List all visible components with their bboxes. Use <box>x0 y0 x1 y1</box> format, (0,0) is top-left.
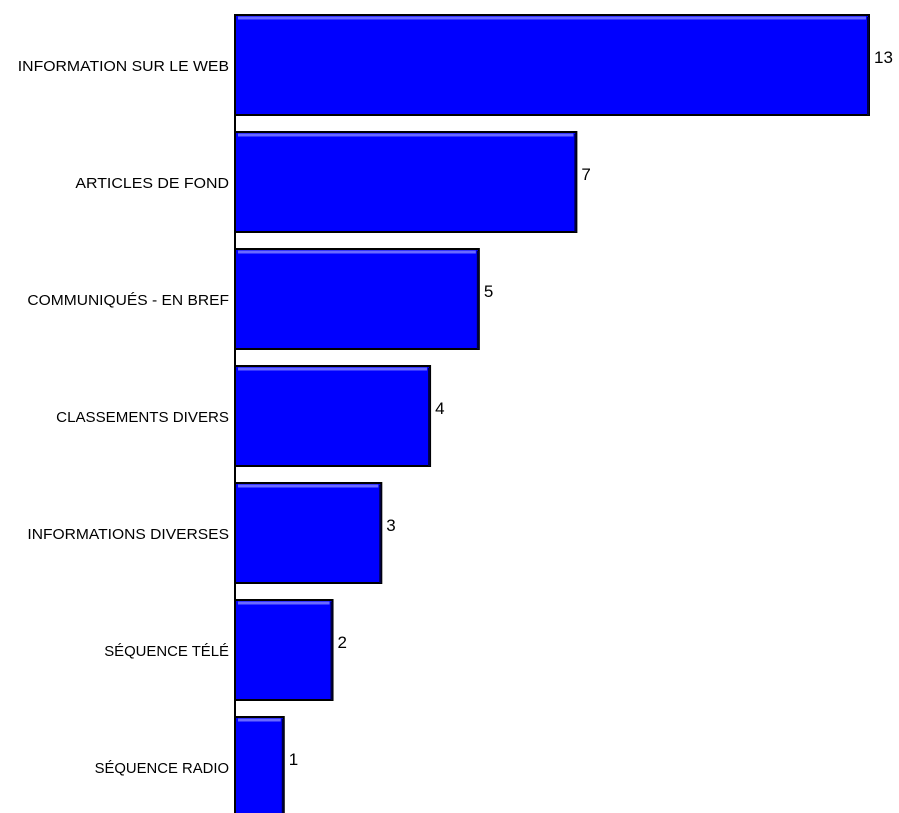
value-label-communiques-en-bref: 5 <box>484 282 493 301</box>
value-label-sequence-tele: 2 <box>338 633 347 652</box>
bar-communiques-en-bref <box>234 248 480 350</box>
category-label-communiques-en-bref: COMMUNIQUÉS - EN BREF <box>27 292 229 309</box>
category-label-classements-divers: CLASSEMENTS DIVERS <box>56 409 229 426</box>
value-label-articles-de-fond: 7 <box>581 165 590 184</box>
value-label-informations-diverses: 3 <box>386 516 395 535</box>
bar-informations-diverses <box>234 482 383 584</box>
bar-rect-informations-diverses <box>234 482 383 584</box>
category-labels-layer: INFORMATION SUR LE WEB ARTICLES DE FOND CO… <box>18 58 229 777</box>
value-labels-layer: 13 7 5 4 3 2 1 <box>289 48 893 769</box>
value-label-information-sur-le-web: 13 <box>874 48 893 67</box>
category-label-information-sur-le-web: INFORMATION SUR LE WEB <box>18 58 229 75</box>
value-label-classements-divers: 4 <box>435 399 444 418</box>
bar-rect-articles-de-fond <box>234 131 578 233</box>
bar-rect-sequence-radio <box>234 716 285 813</box>
bar-rect-classements-divers <box>234 365 432 467</box>
category-label-sequence-radio: SÉQUENCE RADIO <box>95 760 229 777</box>
category-label-informations-diverses: INFORMATIONS DIVERSES <box>27 526 229 543</box>
bar-rect-sequence-tele <box>234 599 334 701</box>
bar-rect-communiques-en-bref <box>234 248 480 350</box>
category-label-sequence-tele: SÉQUENCE TÉLÉ <box>104 643 229 660</box>
bar-sequence-tele <box>234 599 334 701</box>
value-label-sequence-radio: 1 <box>289 750 298 769</box>
bars-layer <box>234 14 870 813</box>
bar-rect-information-sur-le-web <box>234 14 870 116</box>
bar-classements-divers <box>234 365 432 467</box>
category-label-articles-de-fond: ARTICLES DE FOND <box>75 175 229 192</box>
bar-information-sur-le-web <box>234 14 870 116</box>
bar-articles-de-fond <box>234 131 578 233</box>
bar-sequence-radio <box>234 716 285 813</box>
